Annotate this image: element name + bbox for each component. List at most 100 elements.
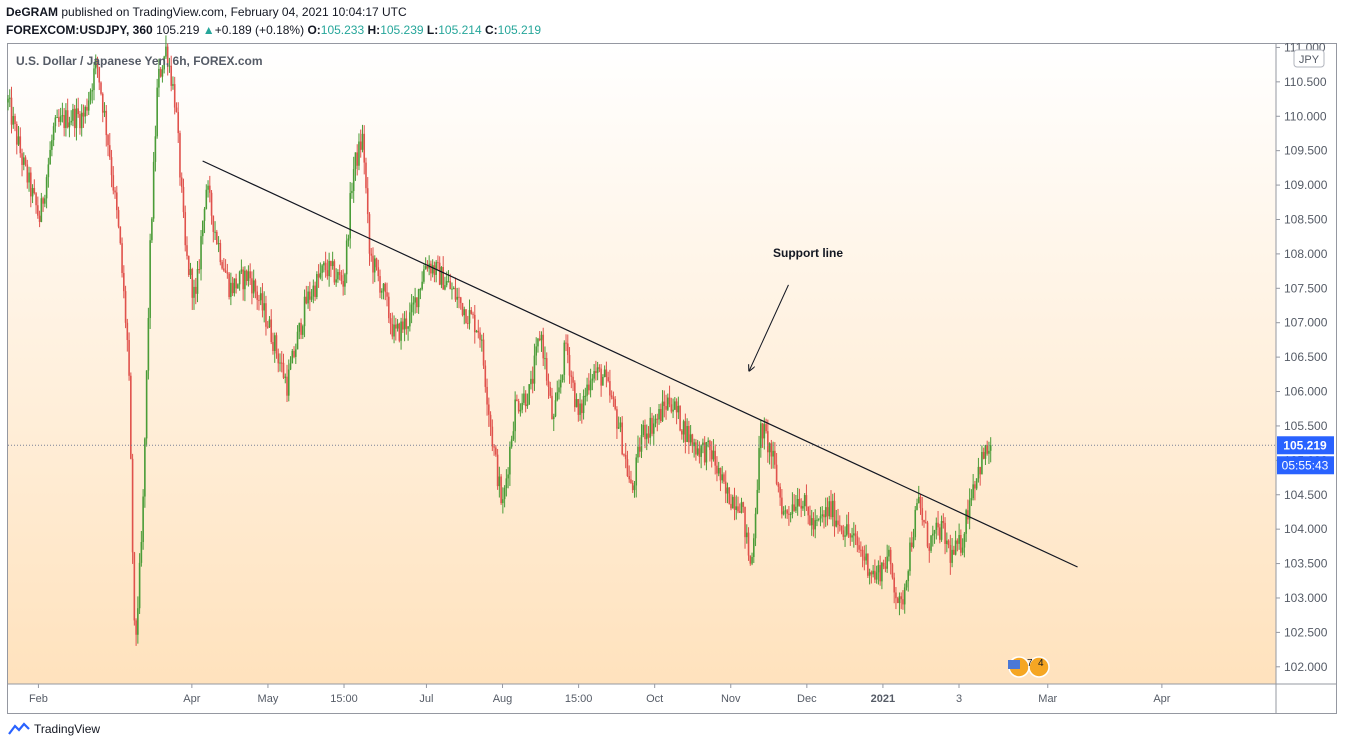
candle-body	[180, 177, 183, 187]
candle-body	[466, 323, 469, 325]
candle-body	[430, 263, 432, 274]
candle-body	[900, 596, 903, 600]
chart-frame[interactable]	[7, 43, 1337, 714]
candle-body	[731, 496, 734, 509]
candle-body	[395, 324, 397, 329]
candle-body	[152, 161, 155, 219]
candle-body	[712, 450, 715, 460]
tradingview-logo-icon[interactable]	[8, 721, 30, 737]
candle-body	[314, 285, 316, 297]
candle-body	[184, 212, 187, 246]
candle-body	[166, 46, 169, 66]
candle-body	[819, 516, 822, 519]
event-badges[interactable]: 7 4	[1008, 656, 1050, 678]
candle-body	[163, 56, 165, 70]
candle-body	[445, 281, 448, 286]
tradingview-brand[interactable]: TradingView	[34, 722, 101, 736]
candle-body	[149, 240, 151, 318]
candle-body	[742, 502, 745, 507]
candle-body	[265, 303, 267, 327]
candle-body	[968, 500, 971, 520]
time-axis-tick-label: 3	[956, 693, 962, 705]
candle-body	[765, 424, 767, 432]
candle-body	[47, 164, 50, 178]
candle-body	[645, 433, 648, 440]
candle-body	[194, 286, 197, 294]
price-axis-tick-label: 110.500	[1284, 75, 1327, 89]
candle-body	[65, 110, 67, 128]
candle-body	[354, 152, 357, 170]
candle-body	[800, 505, 802, 509]
candle-body	[717, 467, 720, 474]
candle-body	[375, 258, 378, 268]
candle-body	[803, 495, 806, 507]
candle-body	[242, 269, 244, 290]
candle-body	[405, 318, 408, 329]
candle-body	[928, 546, 931, 551]
candle-body	[158, 68, 160, 88]
symbol-label[interactable]: FOREXCOM:USDJPY, 360	[6, 23, 153, 37]
candle-body	[488, 404, 490, 415]
candle-body	[182, 186, 185, 213]
candle-body	[186, 245, 188, 257]
candle-body	[103, 110, 106, 113]
support-trendline[interactable]	[202, 160, 1078, 568]
candle-body	[330, 260, 332, 267]
candle-body	[640, 435, 643, 452]
candle-body	[874, 570, 876, 580]
candle-body	[574, 382, 576, 408]
candle-body	[489, 414, 492, 427]
candle-body	[530, 378, 532, 385]
price-axis[interactable]: 111.000110.500110.000109.500109.000108.5…	[1276, 40, 1334, 674]
candle-body	[582, 396, 585, 414]
candle-body	[282, 362, 285, 378]
candle-body	[333, 261, 336, 283]
candle-body	[882, 562, 885, 567]
candle-body	[303, 296, 306, 327]
candle-body	[512, 431, 515, 440]
candle-body	[356, 152, 359, 166]
candle-body	[974, 484, 976, 489]
candle-body	[96, 58, 99, 67]
candle-body	[75, 108, 78, 129]
candle-body	[115, 192, 118, 211]
time-axis[interactable]: Feb Apr May 15:00 Jul Aug 15:00 Oct Nov Dec 2021 3 M…	[29, 684, 1171, 705]
countdown-label: 05:55:43	[1282, 458, 1329, 472]
flag-icon	[1008, 660, 1020, 669]
earnings-event-icon[interactable]	[1028, 656, 1050, 678]
currency-box[interactable]	[1293, 49, 1325, 68]
candle-body	[849, 533, 852, 538]
support-line-label: Support line	[773, 246, 843, 260]
candle-body	[853, 533, 855, 536]
last-price: 105.219	[156, 23, 200, 37]
candle-body	[344, 274, 346, 287]
candle-body	[54, 117, 57, 127]
candle-body	[681, 430, 683, 435]
support-arrow[interactable]	[749, 284, 789, 371]
candle-body	[170, 65, 172, 86]
candle-body	[831, 500, 834, 518]
time-axis-tick-label: Dec	[797, 693, 817, 705]
candle-body	[823, 514, 825, 518]
candle-body	[768, 443, 771, 453]
candle-body	[352, 169, 355, 191]
candle-body	[984, 445, 987, 459]
candle-body	[189, 269, 192, 275]
candle-body	[846, 524, 848, 536]
candle-body	[577, 399, 580, 415]
candle-body	[724, 481, 727, 494]
candle-body	[365, 162, 367, 189]
candle-body	[581, 403, 583, 414]
candle-body	[237, 284, 239, 289]
candle-body	[698, 448, 701, 457]
candle-body	[93, 68, 95, 91]
publisher-name[interactable]: DeGRAM	[6, 5, 59, 19]
event-badge-count-1: 7	[1027, 658, 1033, 669]
candle-body	[940, 521, 943, 540]
candle-body	[552, 416, 555, 420]
candle-body	[872, 570, 874, 575]
time-axis-tick-label: Aug	[493, 693, 513, 705]
publish-info: DeGRAM published on TradingView.com, Feb…	[6, 5, 407, 19]
candle-body	[679, 405, 681, 431]
